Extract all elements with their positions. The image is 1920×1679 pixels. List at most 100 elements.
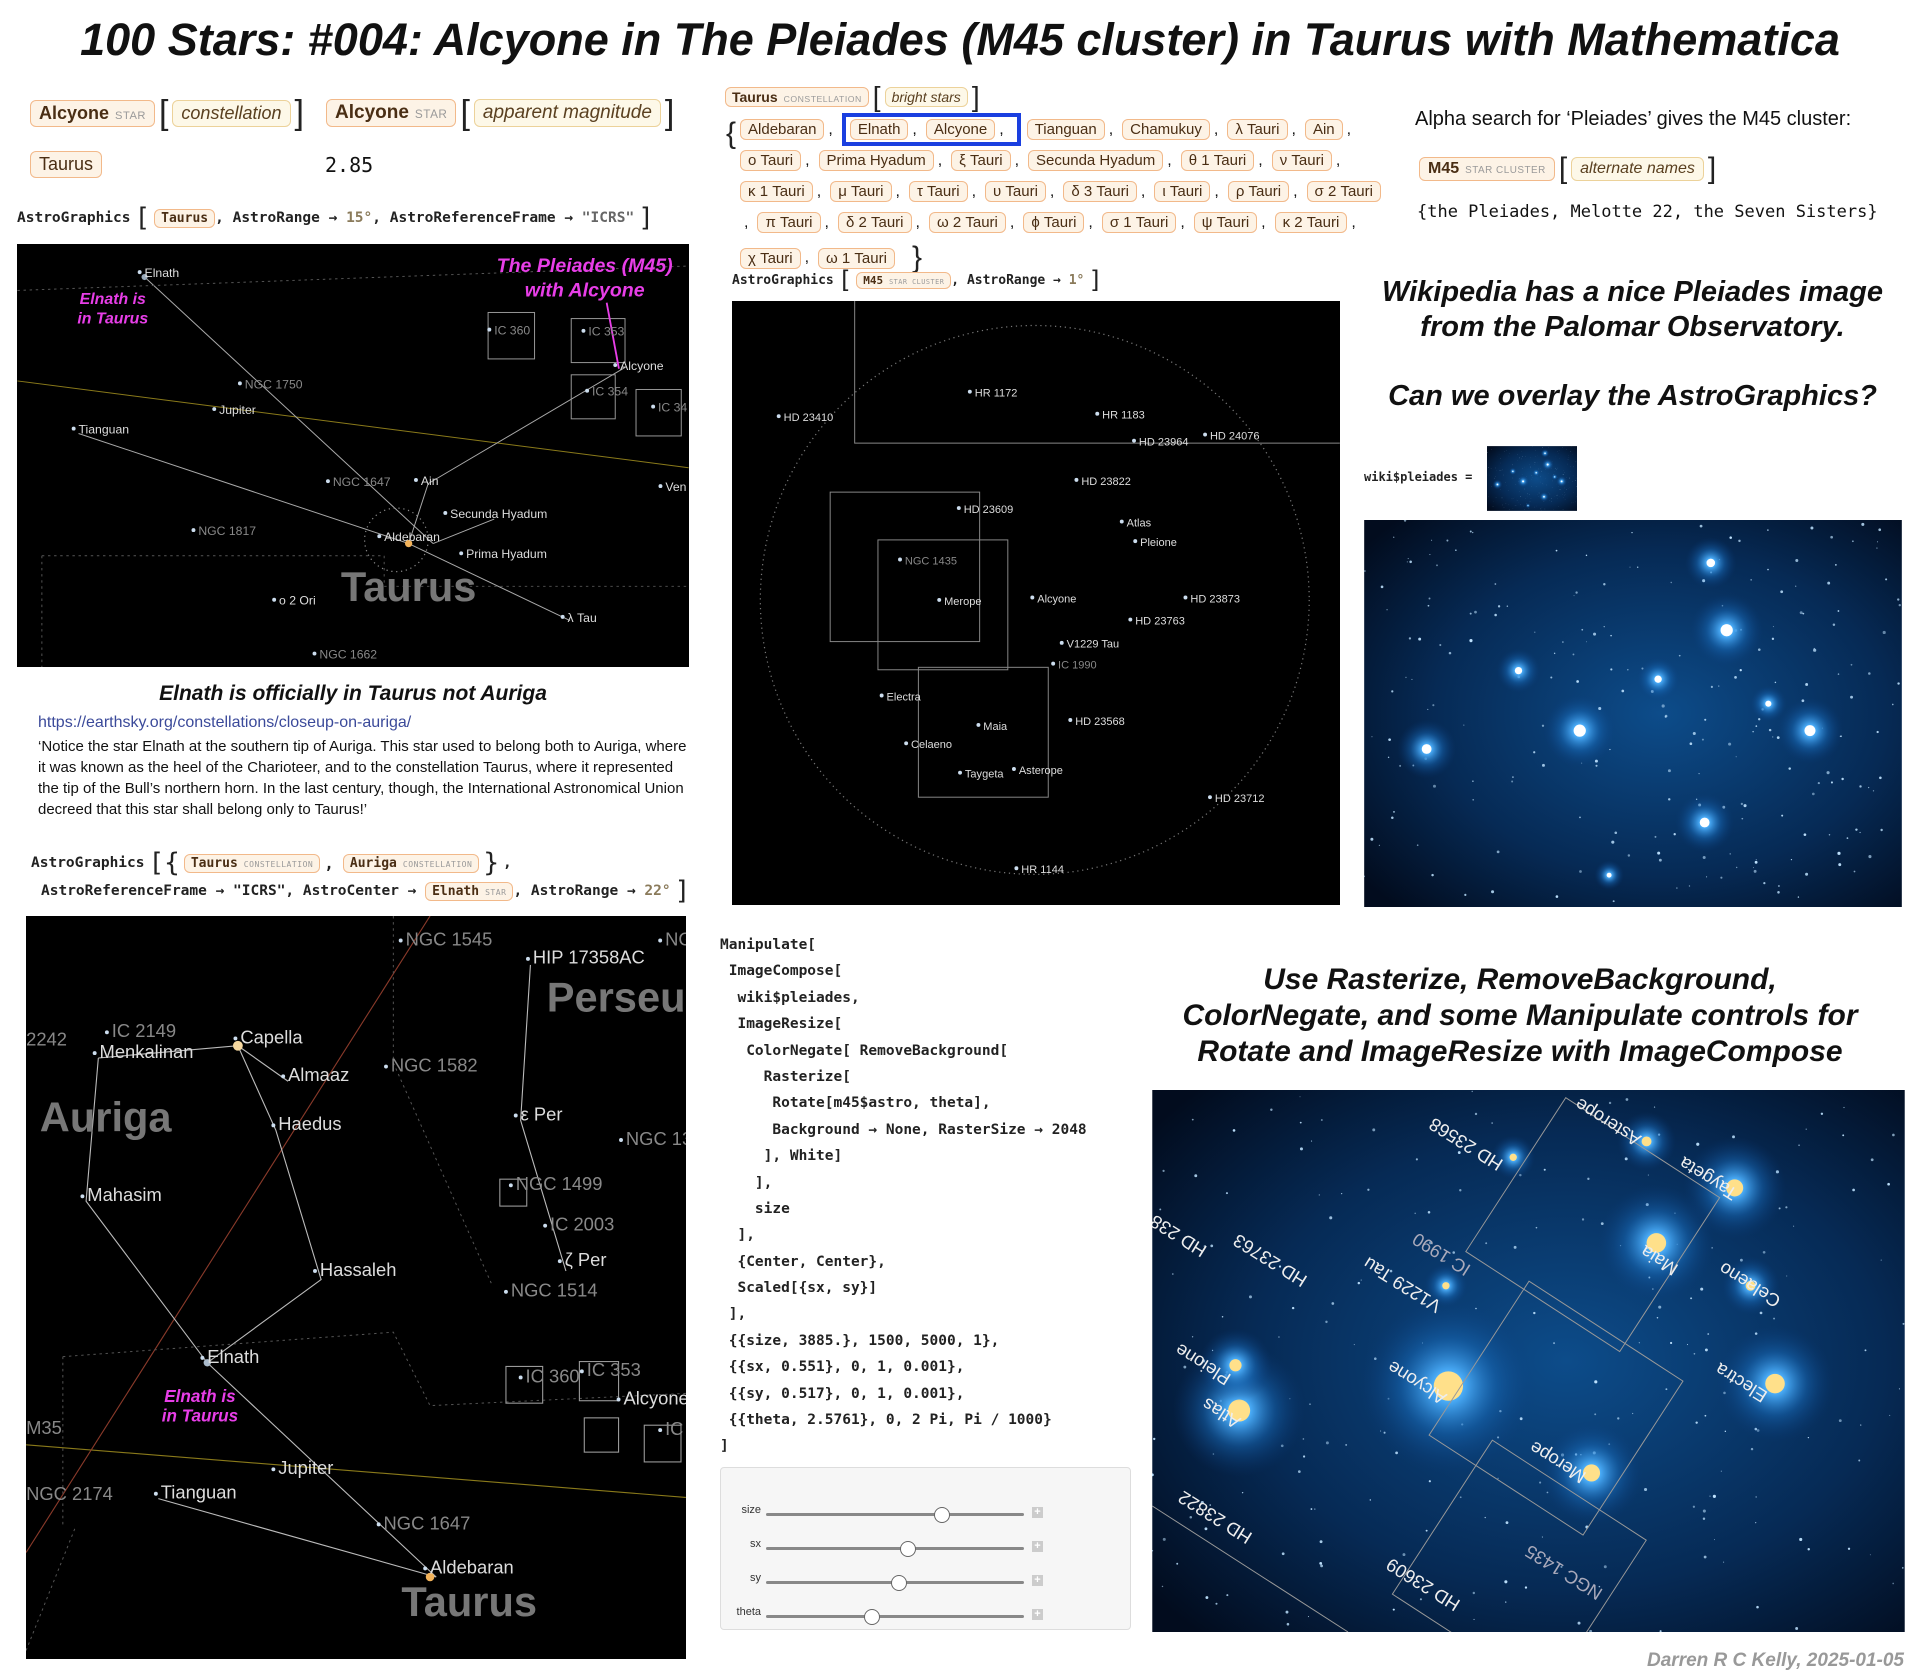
star-chip[interactable]: ω 2 Tauri <box>928 212 1006 233</box>
star-chip[interactable]: δ 3 Tauri <box>1063 181 1137 202</box>
star-chip[interactable]: Prima Hyadum <box>818 150 934 171</box>
star-chip[interactable]: ψ Tauri <box>1193 212 1258 233</box>
background-star <box>1885 578 1888 581</box>
expand-controls-icon[interactable]: + <box>1032 1575 1043 1586</box>
star-label: IC 353 <box>587 1359 641 1380</box>
background-star <box>1540 508 1542 510</box>
property-chip[interactable]: bright stars <box>884 87 968 107</box>
star-chip[interactable]: ρ Tauri <box>1227 181 1290 202</box>
star-chip[interactable]: Aldebaran <box>740 119 825 140</box>
star-chip[interactable]: ω 1 Tauri <box>818 247 895 269</box>
background-star <box>1387 756 1390 759</box>
slider-track[interactable] <box>766 1507 1024 1523</box>
astrographics-input-2[interactable]: AstroGraphics[{ Taurus CONSTELLATION, Aur… <box>31 848 691 906</box>
background-star <box>1692 731 1696 736</box>
slider-track[interactable] <box>766 1609 1024 1625</box>
slider-sy[interactable]: sy + <box>721 1572 1121 1592</box>
star-chip[interactable]: Tianguan <box>1026 119 1105 140</box>
star-label: Aldebaran <box>384 530 440 544</box>
star-chip[interactable]: κ 1 Tauri <box>740 181 813 202</box>
bright-stars-query[interactable]: Taurus CONSTELLATION [ bright stars ] <box>725 83 984 111</box>
star-point <box>398 938 403 943</box>
entity-chip[interactable]: Alcyone STAR <box>30 99 155 127</box>
star-chip[interactable]: τ Tauri <box>908 181 968 202</box>
separator: , <box>1167 151 1172 169</box>
star-chip[interactable]: ο Tauri <box>740 150 802 171</box>
background-star <box>1485 1242 1488 1245</box>
star-chip[interactable]: Chamukuy <box>1122 119 1210 140</box>
pleiades-thumbnail[interactable] <box>1487 446 1577 511</box>
star-chip[interactable]: ν Tauri <box>1271 150 1332 171</box>
property-chip[interactable]: constellation <box>172 99 291 127</box>
star-chip[interactable]: λ Tauri <box>1227 119 1288 140</box>
background-star <box>1403 520 1407 522</box>
star-point <box>526 956 530 961</box>
astrographics-input-3[interactable]: AstroGraphics[ M45 STAR CLUSTER , AstroRa… <box>732 266 1103 294</box>
slider-thumb[interactable] <box>933 1507 950 1523</box>
chip-name: M45 <box>1428 160 1460 177</box>
slider-theta[interactable]: theta + <box>721 1606 1121 1626</box>
star-chip[interactable]: σ 1 Tauri <box>1101 212 1177 233</box>
expand-controls-icon[interactable]: + <box>1032 1507 1043 1518</box>
slider-sx[interactable]: sx + <box>721 1538 1121 1558</box>
m45-chip[interactable]: M45 STAR CLUSTER <box>1419 157 1555 181</box>
auriga-chip[interactable]: Auriga CONSTELLATION <box>342 853 480 873</box>
background-star <box>1162 1537 1166 1541</box>
elnath-chip[interactable]: Elnath STAR <box>425 881 514 901</box>
taurus-chip[interactable]: Taurus CONSTELLATION <box>183 853 321 873</box>
slider-track[interactable] <box>766 1575 1024 1591</box>
bright-star <box>1543 495 1545 498</box>
star-chip[interactable]: υ Tauri <box>985 181 1046 202</box>
star-chip[interactable]: π Tauri <box>757 212 821 233</box>
background-star <box>1897 682 1900 685</box>
star-chip[interactable]: ξ Tauri <box>951 150 1011 171</box>
earthsky-link[interactable]: https://earthsky.org/constellations/clos… <box>38 714 412 731</box>
slider-size[interactable]: size + <box>721 1504 1121 1524</box>
slider-thumb[interactable] <box>900 1541 917 1557</box>
background-star <box>1408 637 1412 640</box>
background-star <box>1189 1515 1193 1519</box>
slider-track[interactable] <box>766 1541 1024 1557</box>
result-chip[interactable]: Taurus <box>30 151 103 178</box>
star-chip[interactable]: Ain <box>1304 119 1343 140</box>
star-chip[interactable]: ι Tauri <box>1154 181 1211 202</box>
expand-controls-icon[interactable]: + <box>1032 1609 1043 1620</box>
manipulate-code[interactable]: Manipulate[ ImageCompose[ wiki$pleiades,… <box>720 932 1087 1460</box>
star-chip[interactable]: Secunda Hyadum <box>1028 150 1164 171</box>
property-chip[interactable]: apparent magnitude <box>473 99 661 127</box>
star-chip[interactable]: θ 1 Tauri <box>1180 150 1255 171</box>
code-line: Rotate[m45$astro, theta], <box>720 1095 991 1112</box>
background-star <box>1472 1591 1476 1595</box>
astrographics-input-1[interactable]: AstroGraphics[ Taurus , AstroRange → 15°… <box>17 203 654 233</box>
star-chip[interactable]: κ 2 Tauri <box>1274 212 1348 233</box>
query-constellation[interactable]: Alcyone STAR [ constellation ] <box>30 96 308 130</box>
star-chip[interactable]: δ 2 Tauri <box>837 212 912 233</box>
wiki-assign: wiki$pleiades = <box>1364 470 1473 484</box>
slider-thumb[interactable] <box>863 1609 880 1625</box>
background-star <box>1512 776 1514 778</box>
query-magnitude[interactable]: Alcyone STAR [ apparent magnitude ] <box>326 96 678 130</box>
background-star <box>1647 1174 1649 1176</box>
expand-controls-icon[interactable]: + <box>1032 1541 1043 1552</box>
star-chip[interactable]: Elnath <box>849 119 909 140</box>
background-star <box>1431 539 1433 541</box>
star-chip[interactable]: μ Tauri <box>830 181 892 202</box>
star-point <box>937 597 942 602</box>
highlight-box: Elnath, Alcyone, <box>841 113 1021 146</box>
slider-thumb[interactable] <box>891 1575 908 1591</box>
star-label: HD 23822 <box>1081 476 1131 488</box>
background-star <box>1811 792 1815 796</box>
taurus-chip[interactable]: Taurus <box>154 208 216 228</box>
property-chip[interactable]: alternate names <box>1571 157 1704 181</box>
star-chip[interactable]: Alcyone <box>925 119 996 140</box>
entity-chip[interactable]: Alcyone STAR <box>326 99 457 127</box>
background-star <box>1614 831 1618 835</box>
star-chip[interactable]: ϕ Tauri <box>1023 212 1085 233</box>
taurus-chip[interactable]: Taurus CONSTELLATION <box>725 87 869 107</box>
m45-chip[interactable]: M45 STAR CLUSTER <box>856 271 952 289</box>
star-chip[interactable]: χ Tauri <box>740 247 801 269</box>
chart-lines <box>17 276 689 621</box>
background-star <box>1427 1211 1431 1214</box>
alternate-names-query[interactable]: M45 STAR CLUSTER [ alternate names ] <box>1419 154 1720 184</box>
star-chip[interactable]: σ 2 Tauri <box>1306 181 1381 202</box>
